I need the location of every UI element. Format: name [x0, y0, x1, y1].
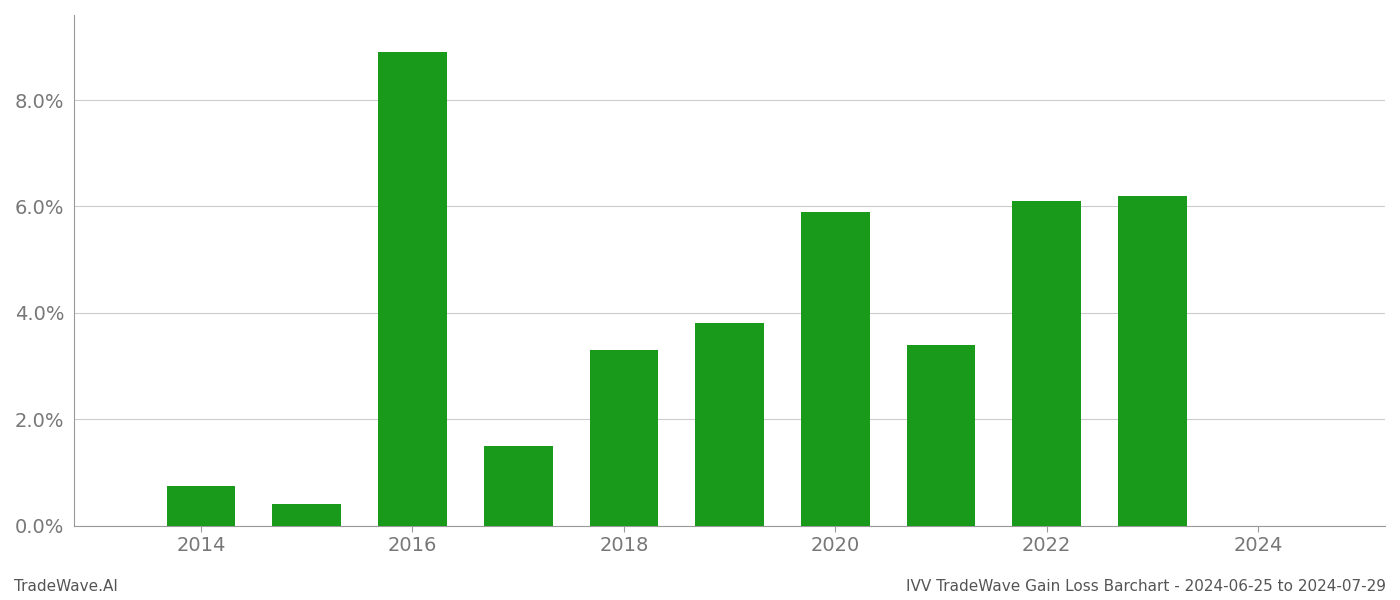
Bar	[907, 345, 976, 526]
Text: TradeWave.AI: TradeWave.AI	[14, 579, 118, 594]
Bar	[1012, 201, 1081, 526]
Bar	[484, 446, 553, 526]
Bar	[273, 505, 342, 526]
Bar	[378, 52, 447, 526]
Bar	[167, 485, 235, 526]
Text: IVV TradeWave Gain Loss Barchart - 2024-06-25 to 2024-07-29: IVV TradeWave Gain Loss Barchart - 2024-…	[906, 579, 1386, 594]
Bar	[696, 323, 764, 526]
Bar	[589, 350, 658, 526]
Bar	[801, 212, 869, 526]
Bar	[1119, 196, 1187, 526]
